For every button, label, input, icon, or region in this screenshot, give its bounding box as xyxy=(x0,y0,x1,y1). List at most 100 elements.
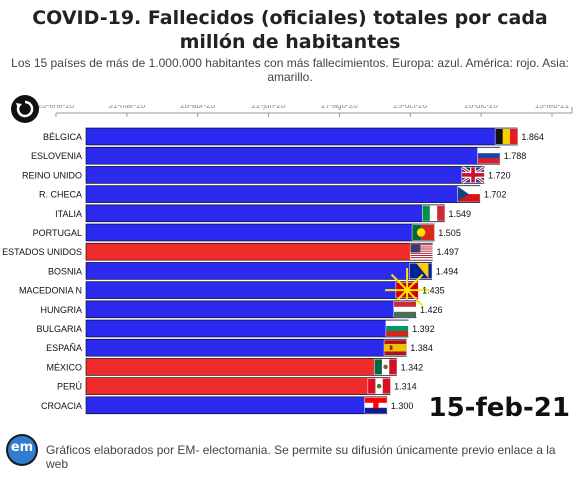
bar xyxy=(85,166,485,184)
footer-text: Gráficos elaborados por EM- electomania.… xyxy=(46,443,556,471)
flag-stripe xyxy=(412,225,422,240)
bar xyxy=(85,300,417,319)
category-label: PERÚ xyxy=(57,382,82,392)
bar xyxy=(85,377,391,395)
flag-stripe xyxy=(410,246,433,248)
bar xyxy=(85,262,433,280)
x-tick-label: 26-dic-20 xyxy=(464,105,498,110)
bar xyxy=(85,396,388,415)
flag-stripe xyxy=(495,129,503,144)
flag-stripe xyxy=(416,263,429,279)
bar xyxy=(85,338,407,357)
category-label: BÉLGICA xyxy=(43,132,82,142)
flag-stripe xyxy=(368,378,376,394)
bar xyxy=(85,358,397,376)
flag-stripe xyxy=(389,345,393,350)
category-label: PORTUGAL xyxy=(33,228,82,238)
flag-stripe xyxy=(410,247,433,249)
x-tick-label: 22-jun-20 xyxy=(252,105,286,110)
flag-stripe xyxy=(457,186,480,195)
category-label: ESLOVENIA xyxy=(31,151,82,161)
flag-stripe xyxy=(373,401,379,409)
chart-title: COVID-19. Fallecidos (oficiales) totales… xyxy=(32,7,548,53)
flag-stripe xyxy=(410,250,433,252)
replay-button[interactable] xyxy=(11,95,39,123)
flag-stripe xyxy=(410,253,433,255)
x-tick-label: 31-mar-20 xyxy=(108,105,145,110)
flag-stripe xyxy=(462,173,485,177)
flag-stripe xyxy=(422,205,431,221)
flag-stripe xyxy=(416,228,426,237)
flag-stripe xyxy=(477,158,500,164)
em-logo: em xyxy=(6,434,38,466)
flag-stripe xyxy=(376,383,382,389)
flag-stripe xyxy=(364,407,387,413)
category-label: REINO UNIDO xyxy=(22,170,82,180)
x-tick-label: 15-feb-21 xyxy=(535,105,570,110)
value-label: 1.494 xyxy=(436,266,459,276)
value-label: 1.497 xyxy=(436,247,459,257)
flag-stripe xyxy=(386,326,409,332)
logo-text: em xyxy=(10,440,34,455)
bar xyxy=(85,281,419,299)
current-date: 15-feb-21 xyxy=(428,393,570,423)
bar xyxy=(85,127,518,146)
flag-stripe xyxy=(386,331,409,337)
value-label: 1.864 xyxy=(521,132,544,142)
value-label: 1.702 xyxy=(484,190,507,200)
flag-stripe xyxy=(410,245,433,247)
x-tick-label: 25-oct-20 xyxy=(393,105,427,110)
category-label: CROACIA xyxy=(41,401,82,411)
replay-icon xyxy=(16,100,34,118)
flag-stripe xyxy=(410,251,433,253)
value-label: 1.342 xyxy=(401,362,424,372)
flag-stripe xyxy=(477,153,500,159)
flag-stripe xyxy=(410,244,433,246)
category-label: MÉXICO xyxy=(46,362,82,372)
flag-stripe xyxy=(410,254,433,257)
value-label: 1.435 xyxy=(422,286,445,296)
flag-stripe xyxy=(410,255,433,258)
category-label: BULGARIA xyxy=(36,324,82,334)
value-label: 1.505 xyxy=(438,228,461,238)
bar xyxy=(85,204,445,223)
bar xyxy=(85,146,501,165)
flag-stripe xyxy=(384,343,407,352)
flag-stripe xyxy=(364,397,387,403)
category-label: ESPAÑA xyxy=(46,343,82,353)
flag-stripe xyxy=(410,249,433,251)
flag-stripe xyxy=(389,359,397,375)
flag-stripe xyxy=(394,311,417,317)
footer: em Gráficos elaborados por EM- electoman… xyxy=(0,430,580,471)
flag-stripe xyxy=(457,194,480,202)
value-label: 1.549 xyxy=(448,209,471,219)
flag-stripe xyxy=(382,378,391,394)
flag-stripe xyxy=(406,273,424,291)
value-label: 1.300 xyxy=(391,401,414,411)
bar xyxy=(85,223,435,242)
flag-stripe xyxy=(374,359,383,375)
bar xyxy=(85,242,433,261)
chart-subtitle: Los 15 países de más de 1.000.000 habita… xyxy=(11,56,569,84)
flag-stripe xyxy=(394,301,417,307)
flag-stripe xyxy=(477,148,500,154)
flag-stripe xyxy=(410,258,433,260)
category-label: ESTADOS UNIDOS xyxy=(2,247,82,257)
bar-chart: 20-ene-20 31-mar-20 28-abr-20 22-jun-20 27-a… xyxy=(2,105,573,415)
value-label: 1.720 xyxy=(488,170,511,180)
value-label: 1.426 xyxy=(420,305,443,315)
value-label: 1.788 xyxy=(504,151,527,161)
flag-stripe xyxy=(410,248,433,250)
flag-stripe xyxy=(510,129,518,144)
flag-stripe xyxy=(410,257,433,259)
x-tick-label: 28-abr-20 xyxy=(180,105,215,110)
flag-stripe xyxy=(383,364,388,370)
flag-stripe xyxy=(502,129,511,144)
bar xyxy=(85,319,409,338)
category-label: MACEDONIA N xyxy=(19,286,82,296)
x-tick-label: 27-ago-20 xyxy=(321,105,358,110)
category-label: BOSNIA xyxy=(48,266,82,276)
bar xyxy=(85,185,481,203)
category-label: ITALIA xyxy=(55,209,82,219)
flag-stripe xyxy=(421,225,435,240)
